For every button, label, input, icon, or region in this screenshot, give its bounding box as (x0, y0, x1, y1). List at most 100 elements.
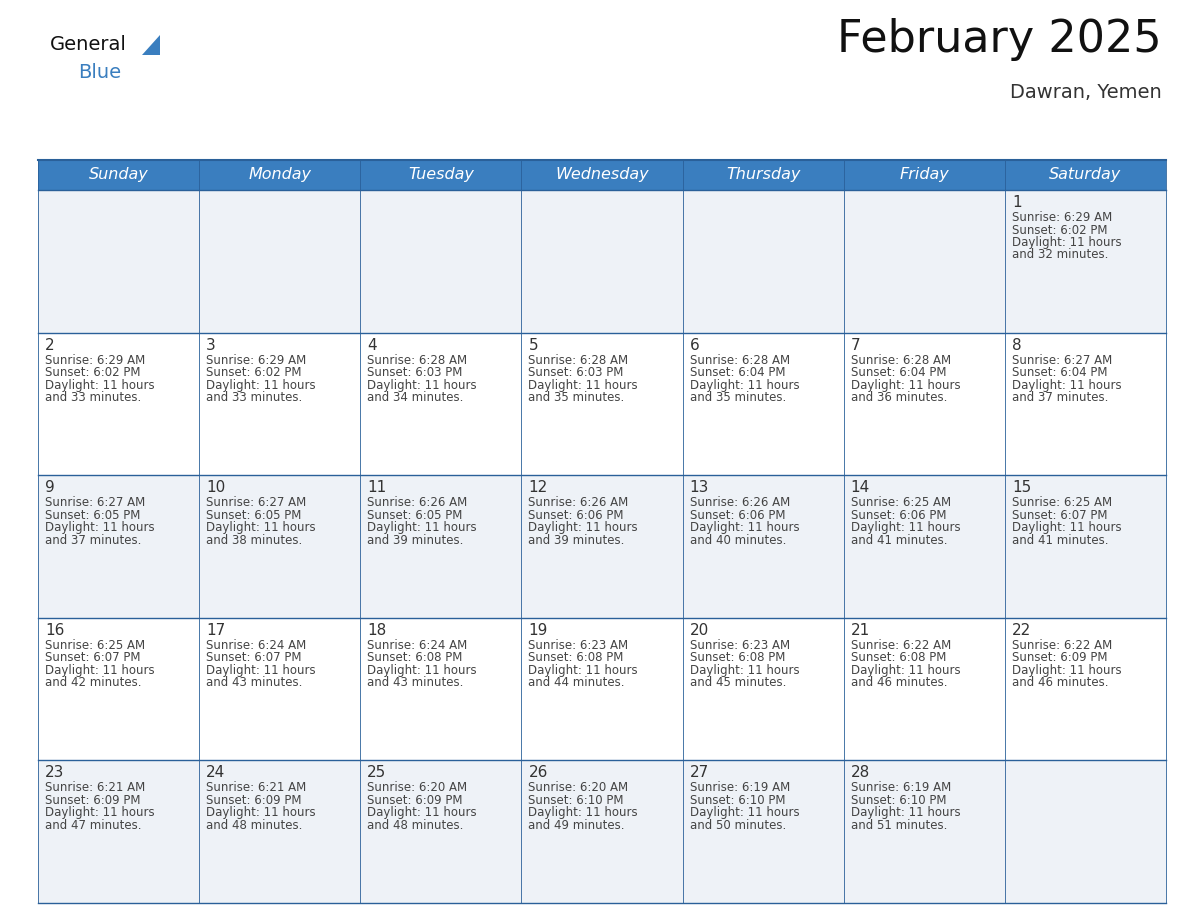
Text: Sunrise: 6:26 AM: Sunrise: 6:26 AM (689, 497, 790, 509)
Text: Sunset: 6:02 PM: Sunset: 6:02 PM (45, 366, 140, 379)
Text: Sunrise: 6:24 AM: Sunrise: 6:24 AM (207, 639, 307, 652)
Text: Daylight: 11 hours: Daylight: 11 hours (689, 378, 800, 392)
Text: Sunset: 6:06 PM: Sunset: 6:06 PM (689, 509, 785, 521)
Text: Sunrise: 6:21 AM: Sunrise: 6:21 AM (45, 781, 145, 794)
Text: Sunrise: 6:25 AM: Sunrise: 6:25 AM (1012, 497, 1112, 509)
Text: 13: 13 (689, 480, 709, 495)
Text: Sunrise: 6:29 AM: Sunrise: 6:29 AM (45, 353, 145, 366)
Text: Sunset: 6:05 PM: Sunset: 6:05 PM (45, 509, 140, 521)
Text: and 33 minutes.: and 33 minutes. (45, 391, 141, 404)
Text: Sunrise: 6:24 AM: Sunrise: 6:24 AM (367, 639, 468, 652)
Text: and 36 minutes.: and 36 minutes. (851, 391, 947, 404)
Text: Daylight: 11 hours: Daylight: 11 hours (367, 521, 476, 534)
Text: and 38 minutes.: and 38 minutes. (207, 533, 303, 547)
Bar (38, 332, 1165, 476)
Text: and 37 minutes.: and 37 minutes. (1012, 391, 1108, 404)
Text: 21: 21 (851, 622, 870, 638)
Text: Daylight: 11 hours: Daylight: 11 hours (529, 521, 638, 534)
Text: Daylight: 11 hours: Daylight: 11 hours (851, 378, 960, 392)
Text: 25: 25 (367, 766, 386, 780)
Text: Sunrise: 6:23 AM: Sunrise: 6:23 AM (689, 639, 790, 652)
Polygon shape (143, 35, 160, 55)
Text: and 43 minutes.: and 43 minutes. (367, 677, 463, 689)
Text: 17: 17 (207, 622, 226, 638)
Text: and 32 minutes.: and 32 minutes. (1012, 249, 1108, 262)
Text: Sunrise: 6:28 AM: Sunrise: 6:28 AM (367, 353, 467, 366)
Text: Sunrise: 6:27 AM: Sunrise: 6:27 AM (45, 497, 145, 509)
Text: Daylight: 11 hours: Daylight: 11 hours (367, 806, 476, 820)
Text: Sunset: 6:10 PM: Sunset: 6:10 PM (689, 794, 785, 807)
Text: and 49 minutes.: and 49 minutes. (529, 819, 625, 832)
Text: Daylight: 11 hours: Daylight: 11 hours (689, 806, 800, 820)
Text: and 39 minutes.: and 39 minutes. (529, 533, 625, 547)
Text: Daylight: 11 hours: Daylight: 11 hours (529, 664, 638, 677)
Bar (38, 476, 1165, 618)
Text: Sunset: 6:07 PM: Sunset: 6:07 PM (207, 651, 302, 665)
Text: 1: 1 (1012, 195, 1022, 210)
Text: Sunset: 6:09 PM: Sunset: 6:09 PM (45, 794, 140, 807)
Text: 27: 27 (689, 766, 709, 780)
Text: 19: 19 (529, 622, 548, 638)
Text: and 46 minutes.: and 46 minutes. (1012, 677, 1108, 689)
Text: Sunset: 6:03 PM: Sunset: 6:03 PM (529, 366, 624, 379)
Text: 14: 14 (851, 480, 870, 495)
Bar (38, 618, 1165, 760)
Text: Sunset: 6:04 PM: Sunset: 6:04 PM (1012, 366, 1107, 379)
Text: Sunset: 6:10 PM: Sunset: 6:10 PM (851, 794, 946, 807)
Text: Daylight: 11 hours: Daylight: 11 hours (207, 806, 316, 820)
Text: Sunset: 6:07 PM: Sunset: 6:07 PM (45, 651, 140, 665)
Text: Sunrise: 6:26 AM: Sunrise: 6:26 AM (367, 497, 468, 509)
Text: and 44 minutes.: and 44 minutes. (529, 677, 625, 689)
Text: Sunset: 6:07 PM: Sunset: 6:07 PM (1012, 509, 1107, 521)
Text: Sunrise: 6:20 AM: Sunrise: 6:20 AM (367, 781, 467, 794)
Text: Sunrise: 6:27 AM: Sunrise: 6:27 AM (207, 497, 307, 509)
Text: Sunset: 6:02 PM: Sunset: 6:02 PM (207, 366, 302, 379)
Text: Sunset: 6:10 PM: Sunset: 6:10 PM (529, 794, 624, 807)
Text: 3: 3 (207, 338, 216, 353)
Text: 28: 28 (851, 766, 870, 780)
Text: Daylight: 11 hours: Daylight: 11 hours (689, 521, 800, 534)
Text: Sunrise: 6:22 AM: Sunrise: 6:22 AM (851, 639, 950, 652)
Text: 23: 23 (45, 766, 64, 780)
Text: Sunrise: 6:28 AM: Sunrise: 6:28 AM (851, 353, 950, 366)
Text: February 2025: February 2025 (838, 18, 1162, 61)
Text: and 45 minutes.: and 45 minutes. (689, 677, 786, 689)
Text: Thursday: Thursday (726, 167, 801, 183)
Text: and 46 minutes.: and 46 minutes. (851, 677, 947, 689)
Text: 8: 8 (1012, 338, 1022, 353)
Text: and 50 minutes.: and 50 minutes. (689, 819, 785, 832)
Text: Sunset: 6:04 PM: Sunset: 6:04 PM (689, 366, 785, 379)
Text: 18: 18 (367, 622, 386, 638)
Text: Wednesday: Wednesday (555, 167, 649, 183)
Text: 12: 12 (529, 480, 548, 495)
Text: Sunset: 6:06 PM: Sunset: 6:06 PM (851, 509, 946, 521)
Text: Sunset: 6:06 PM: Sunset: 6:06 PM (529, 509, 624, 521)
Bar (38, 160, 1165, 190)
Bar (38, 760, 1165, 903)
Text: and 41 minutes.: and 41 minutes. (851, 533, 947, 547)
Text: Sunset: 6:09 PM: Sunset: 6:09 PM (367, 794, 463, 807)
Text: Sunrise: 6:28 AM: Sunrise: 6:28 AM (529, 353, 628, 366)
Text: Sunrise: 6:27 AM: Sunrise: 6:27 AM (1012, 353, 1112, 366)
Text: and 40 minutes.: and 40 minutes. (689, 533, 786, 547)
Text: and 37 minutes.: and 37 minutes. (45, 533, 141, 547)
Text: Daylight: 11 hours: Daylight: 11 hours (45, 664, 154, 677)
Text: 15: 15 (1012, 480, 1031, 495)
Text: and 41 minutes.: and 41 minutes. (1012, 533, 1108, 547)
Text: Daylight: 11 hours: Daylight: 11 hours (45, 521, 154, 534)
Text: 9: 9 (45, 480, 55, 495)
Text: 10: 10 (207, 480, 226, 495)
Text: Sunrise: 6:20 AM: Sunrise: 6:20 AM (529, 781, 628, 794)
Text: Sunrise: 6:25 AM: Sunrise: 6:25 AM (45, 639, 145, 652)
Text: Daylight: 11 hours: Daylight: 11 hours (851, 806, 960, 820)
Text: Daylight: 11 hours: Daylight: 11 hours (529, 806, 638, 820)
Text: and 48 minutes.: and 48 minutes. (367, 819, 463, 832)
Text: 6: 6 (689, 338, 700, 353)
Text: Sunset: 6:05 PM: Sunset: 6:05 PM (367, 509, 462, 521)
Text: 22: 22 (1012, 622, 1031, 638)
Text: Sunset: 6:02 PM: Sunset: 6:02 PM (1012, 223, 1107, 237)
Text: and 43 minutes.: and 43 minutes. (207, 677, 303, 689)
Text: Tuesday: Tuesday (407, 167, 474, 183)
Text: Sunrise: 6:19 AM: Sunrise: 6:19 AM (851, 781, 950, 794)
Text: and 33 minutes.: and 33 minutes. (207, 391, 303, 404)
